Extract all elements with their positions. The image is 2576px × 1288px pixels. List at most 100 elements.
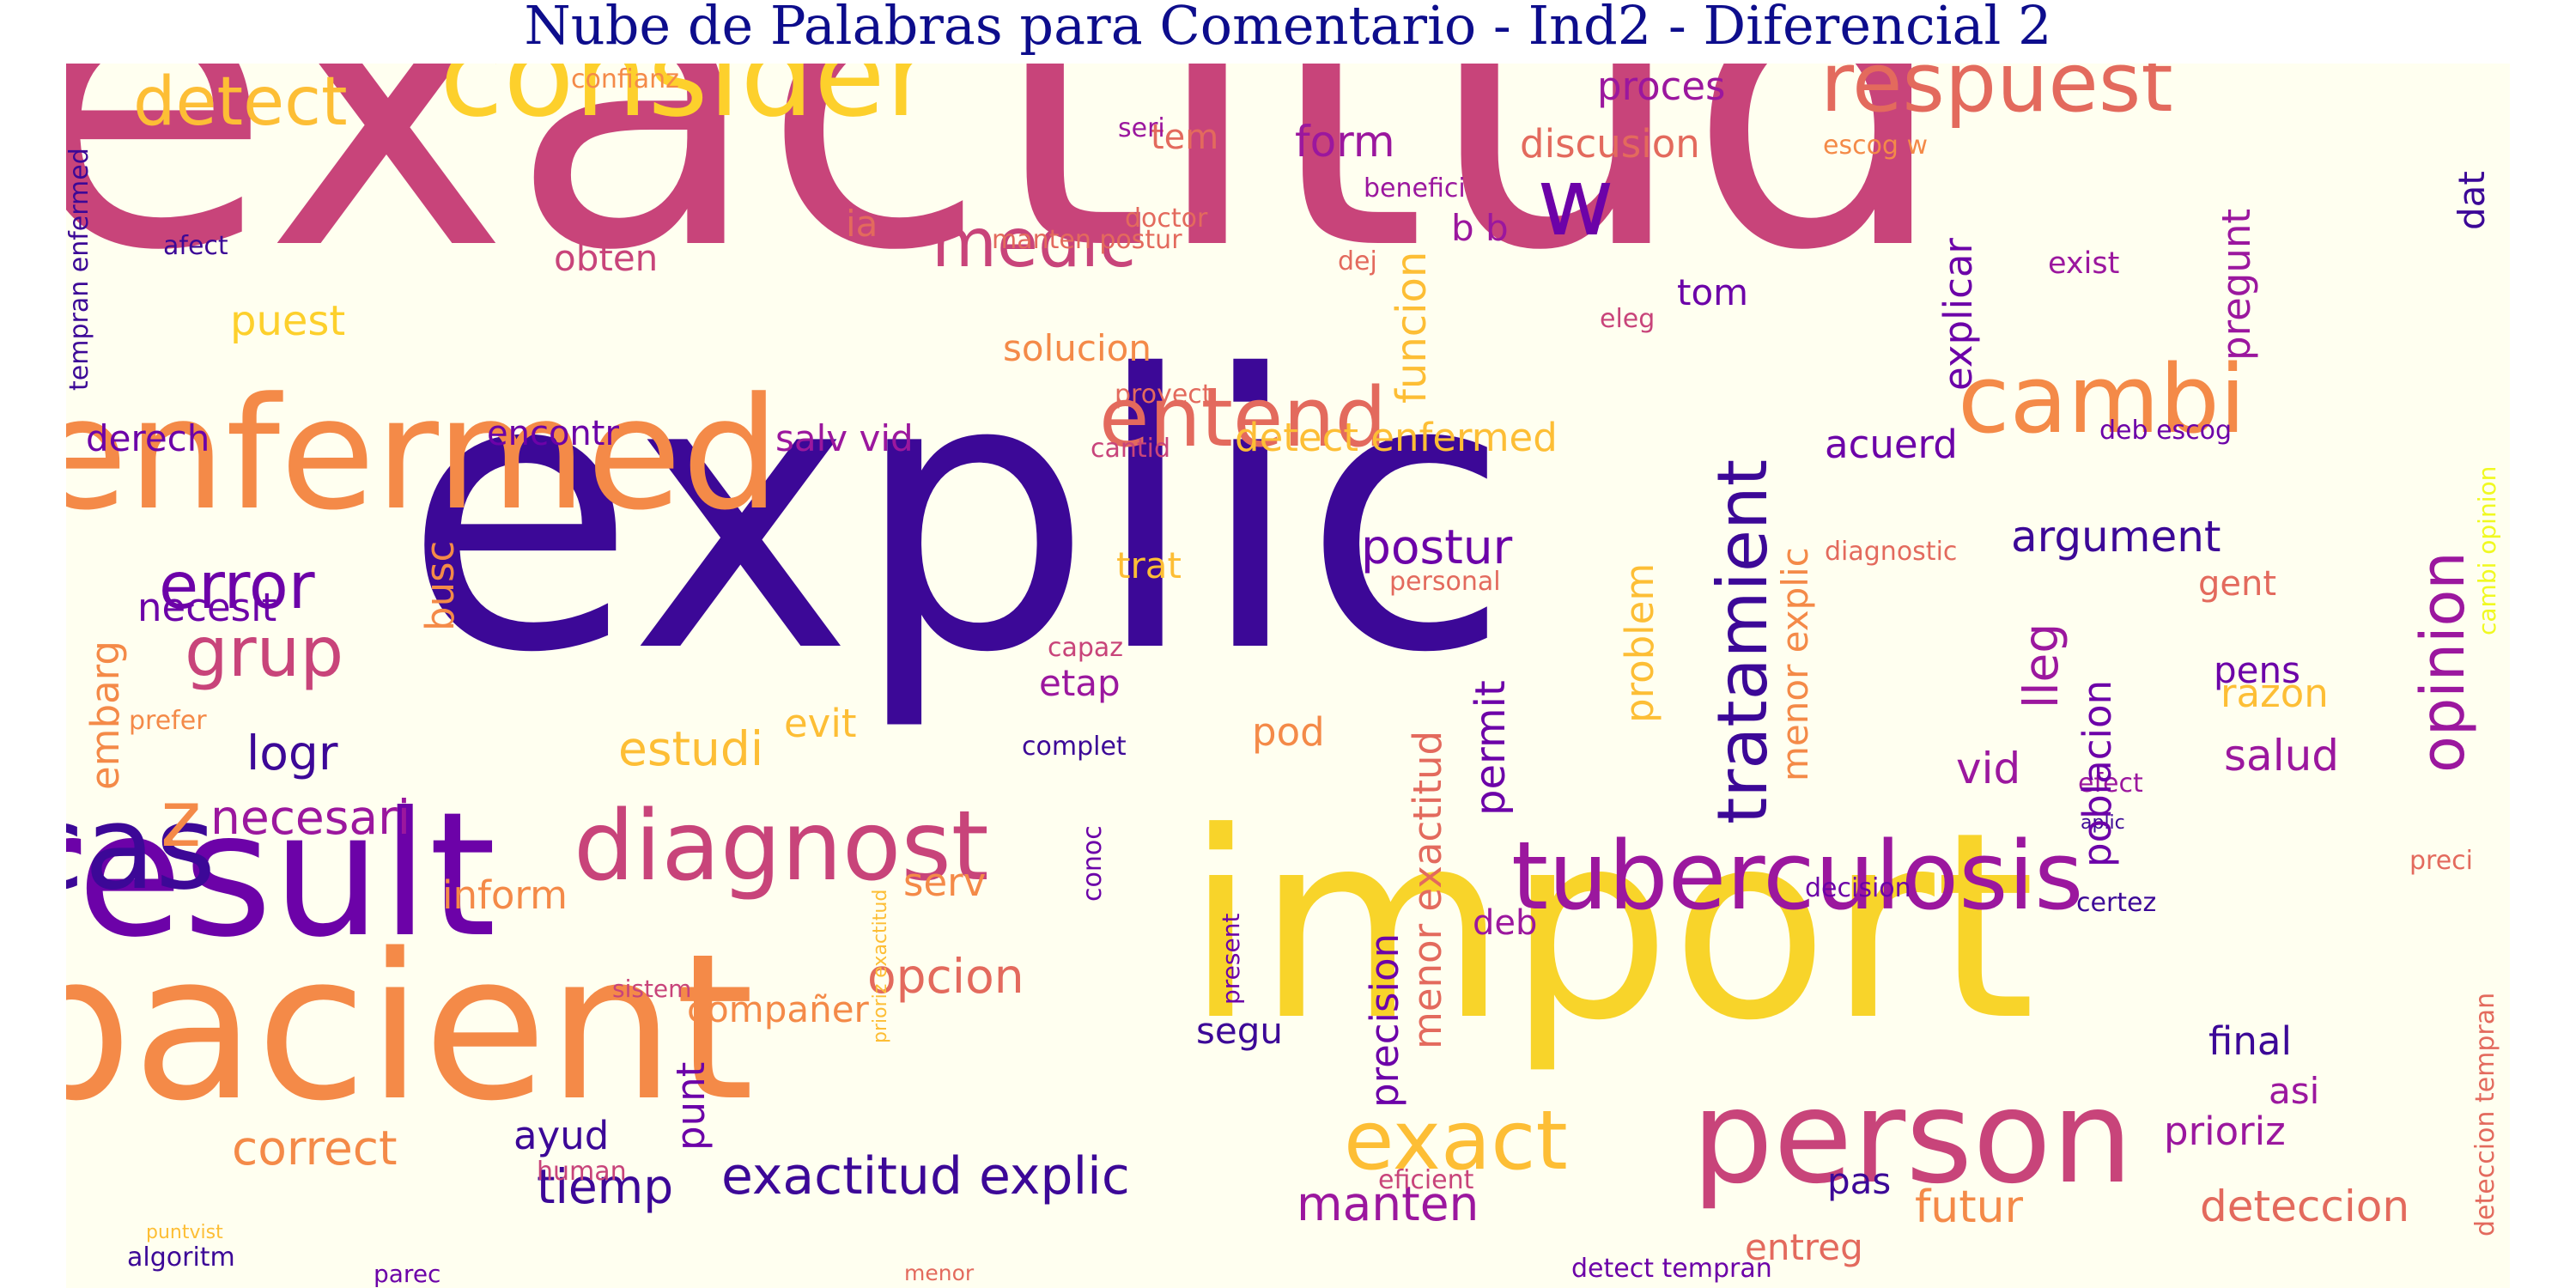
word-cloud-term: detect — [133, 64, 348, 141]
word-cloud-term: ayud — [513, 1113, 610, 1158]
word-cloud-term: entreg — [1745, 1226, 1863, 1268]
word-cloud-term: explic — [404, 295, 1511, 735]
word-cloud-term: afect — [163, 231, 228, 261]
word-cloud-term: detect enfermed — [1235, 415, 1558, 460]
word-cloud-term: pens — [2214, 649, 2301, 691]
word-cloud-term: complet — [1022, 732, 1127, 762]
word-cloud-term: conoc — [1078, 825, 1108, 902]
word-cloud-term: respuest — [1820, 64, 2173, 131]
word-cloud-term: futur — [1915, 1182, 2023, 1233]
word-cloud-term: poblacion — [2075, 679, 2120, 867]
word-cloud-term: segu — [1196, 1010, 1284, 1052]
word-cloud-term: entend — [1099, 371, 1387, 465]
word-cloud-term: exactitud — [66, 64, 1949, 341]
word-cloud-term: correct — [232, 1121, 398, 1176]
word-cloud-term: funcion — [1388, 251, 1436, 404]
word-cloud-term: pod — [1252, 709, 1325, 755]
word-cloud-term: detect tempran — [1571, 1254, 1772, 1284]
word-cloud-term: aplic — [2081, 812, 2125, 834]
word-cloud-term: obten — [554, 237, 659, 279]
word-cloud-term: tem — [1151, 118, 1219, 157]
word-cloud-term: salud — [2224, 731, 2340, 781]
word-cloud-term: consider — [440, 64, 933, 143]
word-cloud-term: prioriz — [2164, 1109, 2286, 1154]
word-cloud-term: exist — [2048, 246, 2120, 281]
word-cloud-term: decision — [1805, 873, 1911, 903]
word-cloud-term: menor exactitud — [1405, 730, 1450, 1049]
word-cloud-term: benefici — [1364, 173, 1466, 204]
word-cloud-term: confianz — [571, 64, 679, 94]
word-cloud-term: serv — [903, 860, 987, 905]
word-cloud-term: deteccion tempran — [2470, 992, 2500, 1236]
word-cloud-term: busc — [417, 540, 463, 631]
word-cloud-term: import — [1185, 777, 2036, 1077]
word-cloud-term: cambi opinion — [2473, 465, 2501, 635]
word-cloud-term: etap — [1039, 662, 1121, 704]
word-cloud-term: manten postur — [992, 225, 1182, 255]
word-cloud-term: proyect — [1115, 380, 1212, 410]
word-cloud-term: salv vid — [775, 417, 914, 459]
word-cloud-term: person — [1692, 1063, 2134, 1212]
word-cloud-term: razon — [2221, 671, 2329, 716]
word-cloud-term: certez — [2076, 888, 2157, 918]
word-cloud-term: tom — [1677, 271, 1749, 313]
word-cloud-term: z — [161, 775, 202, 865]
word-cloud-term: embarg — [82, 641, 128, 790]
word-cloud-term: estudi — [618, 721, 764, 776]
word-cloud-term: acuerd — [1825, 422, 1958, 467]
word-cloud-term: eleg — [1600, 304, 1656, 334]
word-cloud-term: derech — [86, 417, 210, 459]
word-cloud-term: opinion — [2408, 551, 2478, 773]
word-cloud-term: w — [1537, 147, 1614, 257]
word-cloud-term: opcion — [867, 949, 1024, 1004]
word-cloud-term: ia — [846, 203, 878, 245]
word-cloud-term: vid — [1956, 744, 2021, 793]
word-cloud-term: prefer — [129, 706, 207, 736]
word-cloud-term: algoritm — [127, 1242, 235, 1273]
word-cloud-term: deteccion — [2200, 1182, 2410, 1231]
word-cloud-term: diagnostic — [1825, 537, 1958, 567]
word-cloud-term: explicar — [1935, 238, 1981, 391]
word-cloud-term: evit — [784, 701, 857, 746]
word-cloud-term: compañer — [687, 988, 869, 1030]
word-cloud-term: inform — [442, 872, 568, 918]
word-cloud-term: trat — [1116, 544, 1182, 586]
word-cloud-term: preci — [2409, 846, 2474, 876]
word-cloud-term: tiemp — [537, 1159, 674, 1214]
word-cloud-term: error — [159, 548, 315, 623]
word-cloud-term: cambi — [1958, 344, 2246, 454]
word-cloud-term: present — [1217, 913, 1245, 1005]
word-cloud-term: enfermed — [66, 365, 781, 544]
word-cloud-term: personal — [1389, 567, 1501, 597]
word-cloud-term: permit — [1467, 680, 1515, 816]
page-title: Nube de Palabras para Comentario - Ind2 … — [524, 0, 2052, 57]
word-cloud-term: final — [2208, 1018, 2292, 1064]
word-cloud-term: cas — [66, 781, 216, 915]
word-cloud-term: deb escog — [2099, 416, 2233, 446]
word-cloud-term: pregunt — [2214, 208, 2259, 361]
word-cloud-term: menor explic — [1774, 547, 1816, 781]
word-cloud-term: precision — [1362, 933, 1407, 1108]
word-cloud-term: puest — [230, 297, 346, 345]
word-cloud-term: dej — [1338, 246, 1377, 276]
word-cloud-term: tuberculosis — [1511, 821, 2084, 931]
word-cloud-term: manten — [1297, 1176, 1479, 1231]
word-cloud-term: result — [66, 775, 496, 975]
word-cloud-term: encontr — [487, 414, 619, 453]
word-cloud-term: medic — [932, 205, 1137, 283]
word-cloud-term: logr — [246, 726, 338, 781]
word-cloud-term: tempran enfermed — [66, 148, 94, 391]
word-cloud-term: cantid — [1091, 434, 1171, 464]
word-cloud-term: discusion — [1520, 121, 1700, 167]
word-cloud-term: asi — [2269, 1070, 2320, 1112]
word-cloud-term: sistem — [612, 975, 692, 1003]
word-cloud-term: parec — [374, 1260, 441, 1288]
word-cloud-term: pas — [1827, 1160, 1892, 1202]
word-cloud-term: capaz — [1048, 633, 1124, 663]
word-cloud-term: seri — [1118, 113, 1165, 143]
word-cloud-term: tratamient — [1703, 459, 1783, 824]
word-cloud-term: b b — [1451, 207, 1509, 249]
word-cloud-term: grup — [185, 612, 344, 692]
word-cloud-term: necesari — [210, 790, 411, 845]
